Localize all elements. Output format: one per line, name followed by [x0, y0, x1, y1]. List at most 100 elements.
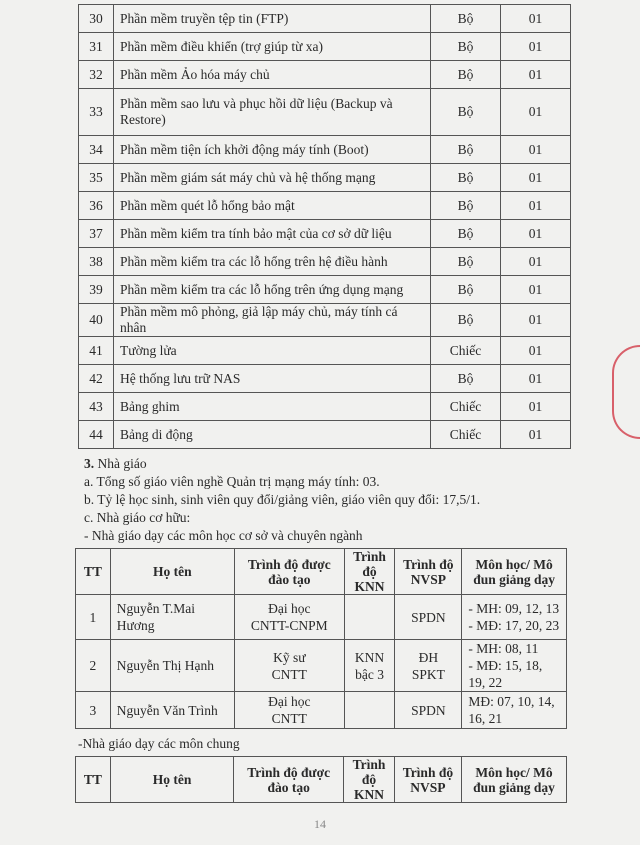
column-header: Họ tên — [109, 548, 235, 595]
item-name: Phần mềm mô phỏng, giả lập máy chủ, máy … — [113, 303, 431, 337]
page-number: 14 — [314, 817, 326, 831]
equipment-table: 30 Phần mềm truyền tệp tin (FTP) Bộ 01 31 Phầ… — [78, 4, 571, 449]
nvsp-line: SPDN — [411, 702, 446, 718]
row-number: 43 — [78, 392, 114, 421]
row-number: 36 — [78, 191, 114, 220]
total-teachers: a. Tổng số giáo viên nghề Quản trị mạng … — [84, 474, 380, 489]
quantity: 01 — [500, 191, 571, 220]
table-row: 1 Nguyễn T.Mai Hương Đại học CNTT-CNPM SPDN -… — [75, 594, 567, 640]
unit: Bộ — [430, 219, 501, 248]
item-name: Phần mềm điều khiển (trợ giúp từ xa) — [113, 32, 431, 61]
unit: Bộ — [430, 364, 501, 393]
quantity: 01 — [500, 275, 571, 304]
unit: Bộ — [430, 191, 501, 220]
row-number: 3 — [75, 691, 111, 729]
quantity: 01 — [500, 88, 571, 136]
table-row: 36 Phần mềm quét lỗ hổng bảo mật Bộ 01 — [78, 191, 571, 220]
subjects-line: 16, 21 — [468, 711, 503, 726]
teacher-section: 3. Nhà giáo a. Tổng số giáo viên nghề Qu… — [84, 455, 640, 545]
column-header: Trình độ KNN — [343, 548, 396, 595]
training-cell: Kỹ sư CNTT — [233, 639, 345, 692]
quantity: 01 — [500, 4, 571, 33]
header-row: TT Họ tên Trình độ được đào tạo Trình độ KN… — [75, 548, 567, 595]
row-number: 42 — [78, 364, 114, 393]
quantity: 01 — [500, 364, 571, 393]
table-row: 33 Phần mềm sao lưu và phục hồi dữ liệu (… — [78, 88, 571, 136]
table-row: 35 Phần mềm giám sát máy chủ và hệ thống … — [78, 163, 571, 192]
table-row: 37 Phần mềm kiểm tra tính bảo mật của cơ … — [78, 219, 571, 248]
unit: Bộ — [430, 4, 501, 33]
table-row: 44 Bảng di động Chiếc 01 — [78, 420, 571, 449]
table-row: 38 Phần mềm kiểm tra các lỗ hổng trên hệ … — [78, 247, 571, 276]
row-number: 33 — [78, 88, 114, 136]
quantity: 01 — [500, 135, 571, 164]
row-number: 35 — [78, 163, 114, 192]
unit: Chiếc — [430, 392, 501, 421]
teacher-name: Nguyễn Văn Trình — [109, 691, 235, 729]
unit: Chiếc — [430, 336, 501, 365]
quantity: 01 — [500, 303, 571, 337]
item-name: Phần mềm tiện ích khởi động máy tính (Bo… — [113, 135, 431, 164]
quantity: 01 — [500, 219, 571, 248]
table-row: 32 Phần mềm Ảo hóa máy chủ Bộ 01 — [78, 60, 571, 89]
subjects-line: - MĐ: 17, 20, 23 — [468, 618, 560, 633]
item-name: Bảng ghim — [113, 392, 431, 421]
column-header: TT — [75, 756, 111, 803]
unit: Bộ — [430, 275, 501, 304]
quantity: 01 — [500, 60, 571, 89]
row-number: 39 — [78, 275, 114, 304]
table-row: 34 Phần mềm tiện ích khởi động máy tính (… — [78, 135, 571, 164]
subjects-line: MĐ: 07, 10, 14, — [468, 694, 555, 709]
teacher-name: Nguyễn T.Mai Hương — [109, 594, 235, 640]
table-row: 41 Tường lửa Chiếc 01 — [78, 336, 571, 365]
subjects-line: - MĐ: 15, 18, 19, 22 — [468, 658, 543, 690]
unit: Bộ — [430, 247, 501, 276]
row-number: 38 — [78, 247, 114, 276]
item-name: Phần mềm kiểm tra các lỗ hổng trên ứng d… — [113, 275, 431, 304]
general-teachers-label: -Nhà giáo dạy các môn chung — [78, 736, 240, 751]
item-name: Phần mềm Ảo hóa máy chủ — [113, 60, 431, 89]
row-number: 34 — [78, 135, 114, 164]
subjects-line: - MH: 09, 12, 13 — [468, 601, 560, 616]
column-header: Trình độ được đào tạo — [233, 548, 345, 595]
item-name: Phần mềm truyền tệp tin (FTP) — [113, 4, 431, 33]
nvsp-line: SPKT — [411, 666, 445, 682]
section-title: Nhà giáo — [97, 456, 147, 471]
item-name: Phần mềm sao lưu và phục hồi dữ liệu (Ba… — [113, 88, 431, 136]
column-header: Trình độ NVSP — [394, 548, 463, 595]
teacher-name: Nguyễn Thị Hạnh — [109, 639, 235, 692]
unit: Bộ — [430, 60, 501, 89]
unit: Chiếc — [430, 420, 501, 449]
row-number: 1 — [75, 594, 111, 640]
table-row: 30 Phần mềm truyền tệp tin (FTP) Bộ 01 — [78, 4, 571, 33]
column-header: Họ tên — [109, 756, 235, 803]
knn-line: bậc 3 — [355, 666, 384, 682]
page-content: 30 Phần mềm truyền tệp tin (FTP) Bộ 01 31 Phầ… — [0, 4, 640, 832]
subjects-cell: - MH: 09, 12, 13 - MĐ: 17, 20, 23 — [461, 594, 567, 640]
unit: Bộ — [430, 303, 501, 337]
item-name: Bảng di động — [113, 420, 431, 449]
quantity: 01 — [500, 420, 571, 449]
training-line: CNTT — [271, 666, 307, 682]
table-row: 40 Phần mềm mô phỏng, giả lập máy chủ, má… — [78, 303, 571, 337]
quantity: 01 — [500, 247, 571, 276]
specialized-teachers-label: - Nhà giáo dạy các môn học cơ sở và chuy… — [84, 528, 363, 543]
quantity: 01 — [500, 336, 571, 365]
unit: Bộ — [430, 135, 501, 164]
section-number: 3. — [84, 456, 95, 471]
quantity: 01 — [500, 392, 571, 421]
row-number: 41 — [78, 336, 114, 365]
training-line: Đại học — [268, 601, 311, 616]
table-row: 31 Phần mềm điều khiển (trợ giúp từ xa) Bộ… — [78, 32, 571, 61]
student-teacher-ratio: b. Tỷ lệ học sinh, sinh viên quy đổi/giả… — [84, 492, 481, 507]
table-row: 42 Hệ thống lưu trữ NAS Bộ 01 — [78, 364, 571, 393]
knn-line: KNN — [354, 649, 385, 665]
subjects-line: - MH: 08, 11 — [468, 641, 539, 656]
training-cell: Đại học CNTT-CNPM — [233, 594, 345, 640]
row-number: 32 — [78, 60, 114, 89]
training-line: CNTT — [271, 711, 307, 726]
training-cell: Đại học CNTT — [233, 691, 345, 729]
subjects-cell: MĐ: 07, 10, 14, 16, 21 — [461, 691, 567, 729]
column-header: Trình độ KNN — [343, 756, 395, 803]
row-number: 37 — [78, 219, 114, 248]
